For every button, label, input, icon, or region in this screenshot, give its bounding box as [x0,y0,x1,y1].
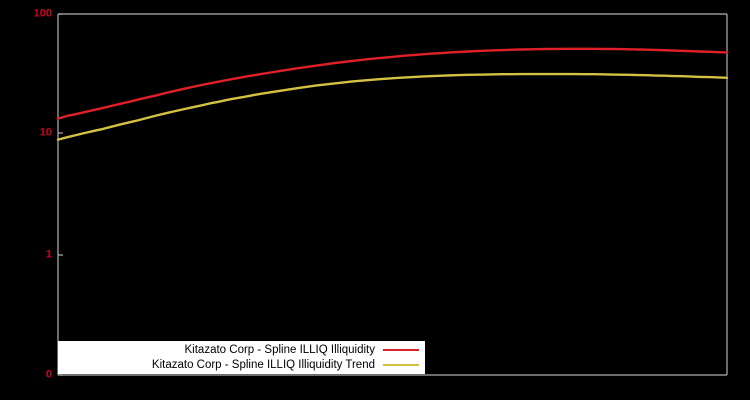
y-axis-tick-label: 100 [33,7,52,20]
axis-frame [57,13,728,376]
y-axis-tick-label: 10 [39,126,52,139]
series-line-illiquidity-trend [56,72,729,141]
legend-color-swatch-illiquidity-trend [383,364,419,366]
y-axis-tick-label: 1 [45,248,52,261]
legend-item: Kitazato Corp - Spline ILLIQ Illiquidity… [58,358,425,373]
legend-label: Kitazato Corp - Spline ILLIQ Illiquidity [184,343,375,356]
y-axis-tick-label: 0 [45,368,52,381]
data-series-group [56,47,729,141]
chart-legend: Kitazato Corp - Spline ILLIQ Illiquidity… [58,341,425,374]
series-line-illiquidity [56,47,729,120]
legend-color-swatch-illiquidity [383,349,419,351]
legend-label: Kitazato Corp - Spline ILLIQ Illiquidity… [151,358,375,371]
y-axis-ticks [58,13,63,376]
legend-item: Kitazato Corp - Spline ILLIQ Illiquidity [58,343,425,358]
